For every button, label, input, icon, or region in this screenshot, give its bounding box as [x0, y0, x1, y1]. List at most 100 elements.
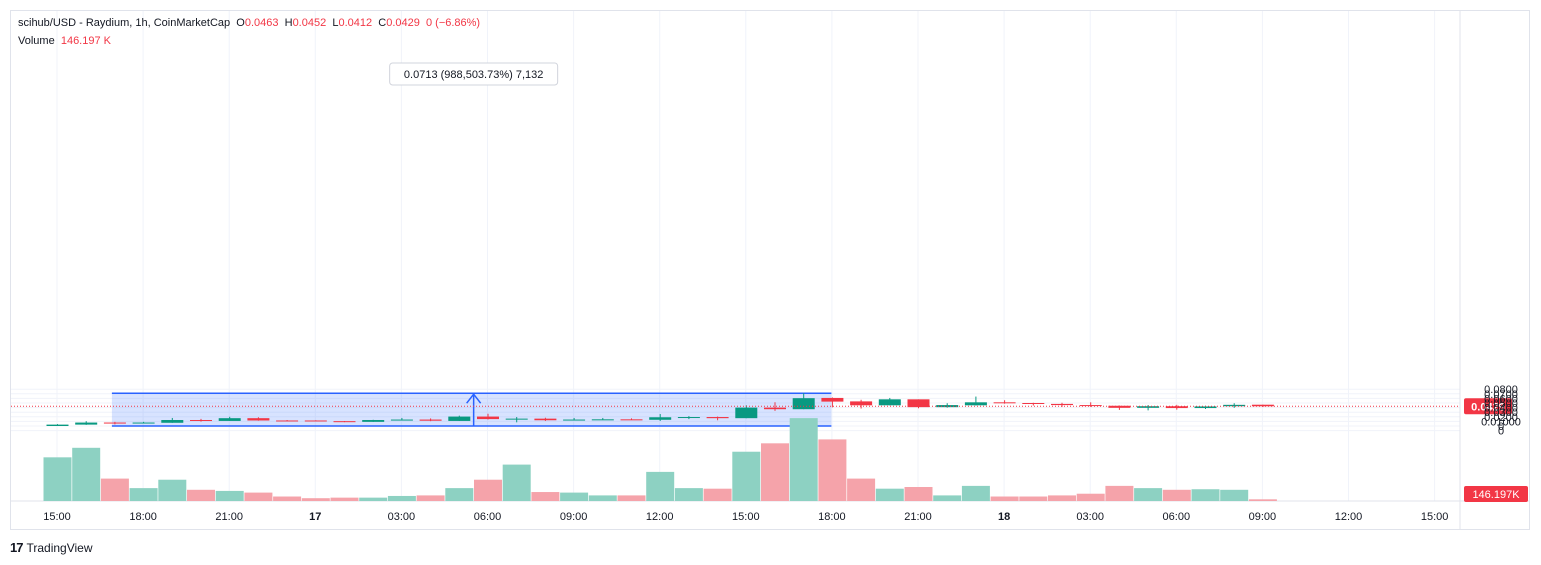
volume-bar [1220, 489, 1249, 501]
volume-bar [1248, 499, 1277, 501]
volume-bar [100, 478, 129, 501]
volume-bar [847, 478, 876, 501]
candle-body [362, 420, 385, 422]
candle-body [1194, 406, 1217, 409]
measure-area [111, 393, 832, 426]
legend-ohlc: scihub/USD - Raydium, 1h, CoinMarketCap … [18, 17, 480, 29]
time-tick-label: 09:00 [560, 511, 588, 523]
volume-bar [732, 451, 761, 501]
candle-body [1165, 406, 1188, 409]
volume-bar [617, 495, 646, 501]
tradingview-logo-icon: 17 [10, 540, 24, 555]
measure-tool[interactable]: 0.0713 (988,503.73%) 7,132 [111, 62, 832, 427]
volume-bar [1191, 489, 1220, 501]
candle-body [735, 407, 758, 419]
volume-bar [215, 490, 244, 501]
candle-body [505, 418, 528, 420]
volume-bar [72, 447, 101, 501]
last-price-badge [1464, 398, 1512, 415]
volume-bar [273, 496, 302, 501]
volume-bar [818, 439, 847, 501]
volume-bar [761, 443, 789, 501]
candle-body [333, 421, 356, 423]
last-price-line: 0.0429 146.197K [11, 398, 1528, 502]
time-tick-label: 06:00 [1163, 511, 1191, 523]
volume-label[interactable]: Volume [18, 35, 55, 47]
candle-body [1108, 405, 1131, 408]
volume-bar [588, 495, 617, 501]
time-tick-label: 15:00 [732, 511, 760, 523]
volume-bar [646, 471, 675, 501]
candle-body [850, 401, 873, 406]
volume-bar [961, 485, 990, 501]
candlestick-chart[interactable]: 0.0713 (988,503.73%) 7,132 0.0429 146.197… [11, 11, 1529, 529]
volume-bar [445, 488, 474, 501]
volume-bar [1105, 485, 1134, 501]
price-tick-label: 0.0600 [1484, 393, 1518, 405]
candle-body [1022, 403, 1045, 404]
volume-bar [789, 418, 818, 501]
low-label: L [332, 17, 339, 29]
candle-body [75, 422, 98, 425]
volume-axis-label: 146.197K [1472, 489, 1520, 501]
close-value: 0.0429 [386, 17, 420, 29]
price-tick-label: 0 [1498, 426, 1504, 438]
candle-body [1051, 403, 1073, 406]
brand-name: TradingView [26, 540, 93, 555]
candle-body [1079, 405, 1102, 407]
time-tick-label: 21:00 [904, 511, 932, 523]
volume-bar [1162, 489, 1191, 501]
candle-body [304, 420, 327, 422]
close-label: C [378, 17, 387, 29]
time-tick-label: 06:00 [474, 511, 502, 523]
candle-body [161, 420, 184, 423]
legend-volume: Volume 146.197 K [18, 35, 111, 47]
time-tick-label: 18 [998, 511, 1010, 523]
symbol-title[interactable]: scihub/USD - Raydium, 1h, CoinMarketCap [18, 17, 231, 29]
last-price-label: 0.0429 [1471, 401, 1505, 413]
price-tick-label: 0.0700 [1484, 389, 1518, 401]
candle-body [190, 420, 212, 422]
candle-body [792, 398, 815, 410]
candle-body [649, 417, 672, 420]
volume-bar [875, 488, 904, 501]
arrow-up-icon [466, 392, 482, 404]
volume-bar [990, 496, 1019, 501]
time-tick-label: 03:00 [1076, 511, 1104, 523]
volume-bar [904, 487, 933, 501]
volume-bar [674, 488, 703, 501]
footer-brand[interactable]: 17 TradingView [10, 540, 93, 555]
candle-body [706, 417, 729, 419]
time-tick-label: 15:00 [1421, 511, 1449, 523]
candle-body [620, 419, 643, 421]
volume-bar [158, 479, 187, 501]
candle-body [448, 416, 471, 421]
volume-bar [359, 497, 388, 501]
price-axis[interactable]: 0.08000.07000.06000.05000.04000.03000.02… [1481, 384, 1521, 437]
volume-bar [244, 492, 273, 501]
time-tick-label: 12:00 [646, 511, 674, 523]
candle-body [821, 397, 844, 402]
candle-body [390, 419, 413, 421]
time-tick-label: 09:00 [1249, 511, 1277, 523]
change-value: 0 (−6.86%) [425, 17, 481, 29]
candle-body [477, 416, 499, 420]
volume-bar [1076, 493, 1105, 501]
candle-body [247, 418, 270, 421]
candle-body [103, 422, 126, 424]
volume-bar [43, 457, 72, 501]
time-axis[interactable]: 15:00 18:00 21:00 17 03:00 06:00 09:00 12:00 15:… [43, 511, 1448, 523]
volume-bar [502, 464, 531, 501]
candle-body [218, 418, 241, 421]
candle-body [1137, 406, 1160, 408]
candle-body [591, 419, 614, 421]
volume-bar [1134, 488, 1163, 501]
volume-badge [1464, 486, 1528, 502]
volume-bar [416, 495, 445, 501]
time-tick-label: 12:00 [1335, 511, 1363, 523]
high-label: H [284, 17, 293, 29]
price-tick-label: 0.0400 [1484, 403, 1518, 415]
volume-bar [933, 495, 962, 501]
volume-bar [531, 492, 560, 501]
candle-body [46, 424, 69, 426]
